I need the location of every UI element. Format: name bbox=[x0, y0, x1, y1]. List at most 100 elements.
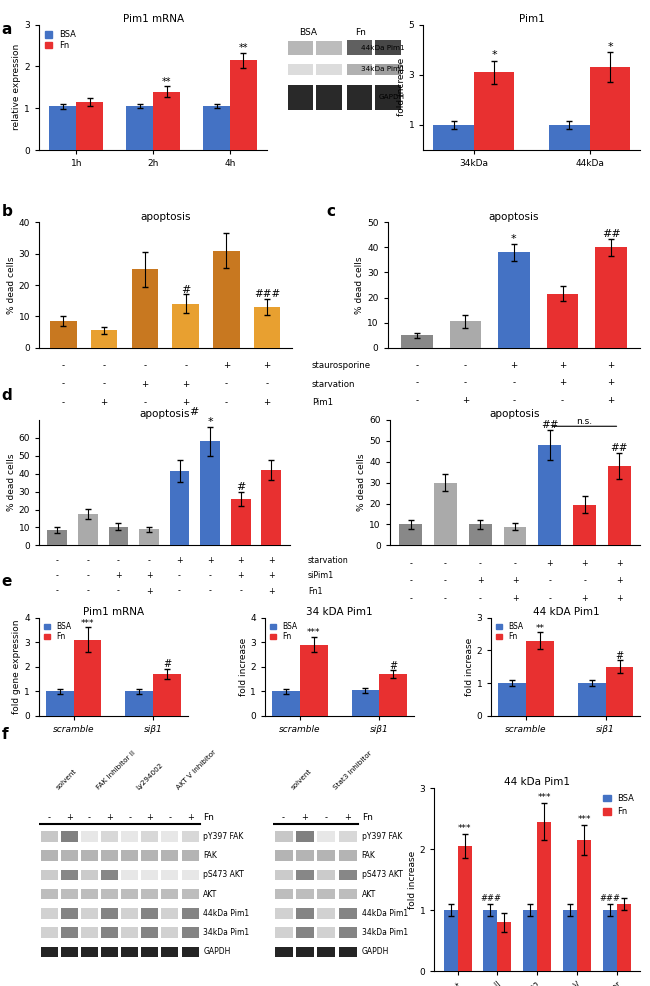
Bar bbox=[434, 483, 457, 545]
Bar bbox=[606, 667, 634, 716]
Bar bbox=[170, 471, 189, 545]
Text: -: - bbox=[583, 577, 586, 586]
Text: 44kDa Pim1: 44kDa Pim1 bbox=[361, 909, 408, 918]
Text: ###: ### bbox=[254, 289, 280, 299]
Bar bbox=[46, 691, 73, 716]
Bar bbox=[317, 947, 335, 957]
Bar bbox=[161, 831, 178, 842]
Bar bbox=[603, 910, 617, 971]
Text: -: - bbox=[444, 595, 447, 603]
Text: +: + bbox=[608, 395, 615, 405]
Text: Fn: Fn bbox=[361, 812, 372, 821]
Text: -: - bbox=[56, 556, 58, 565]
Text: -: - bbox=[409, 559, 412, 568]
Bar bbox=[300, 645, 328, 716]
Bar bbox=[498, 252, 530, 348]
Bar bbox=[73, 640, 101, 716]
Bar bbox=[346, 39, 372, 55]
Text: +: + bbox=[616, 559, 623, 568]
Bar bbox=[296, 947, 314, 957]
Bar bbox=[296, 850, 314, 861]
Bar bbox=[109, 527, 128, 545]
Text: -: - bbox=[86, 571, 89, 581]
Bar bbox=[40, 947, 58, 957]
Bar bbox=[40, 870, 58, 880]
Text: FAK: FAK bbox=[361, 851, 376, 860]
Bar bbox=[200, 442, 220, 545]
Bar bbox=[81, 908, 98, 919]
Y-axis label: fold increase: fold increase bbox=[396, 58, 406, 116]
Bar bbox=[504, 527, 526, 545]
Text: -: - bbox=[168, 812, 172, 821]
Text: #: # bbox=[389, 661, 397, 670]
Text: pS473 AKT: pS473 AKT bbox=[361, 871, 402, 880]
Bar bbox=[81, 947, 98, 957]
Bar bbox=[296, 928, 314, 938]
Text: -: - bbox=[479, 559, 482, 568]
Bar bbox=[230, 60, 257, 150]
Text: starvation: starvation bbox=[312, 380, 356, 388]
Bar bbox=[101, 947, 118, 957]
Text: -: - bbox=[549, 595, 551, 603]
Bar bbox=[296, 888, 314, 899]
Text: +: + bbox=[115, 571, 122, 581]
Text: +: + bbox=[512, 595, 518, 603]
Bar bbox=[141, 850, 158, 861]
Bar bbox=[181, 831, 198, 842]
Bar bbox=[376, 39, 400, 55]
Bar bbox=[274, 870, 292, 880]
Text: -: - bbox=[86, 587, 89, 596]
Text: -: - bbox=[415, 379, 419, 387]
Y-axis label: % dead cells: % dead cells bbox=[356, 256, 364, 314]
Text: 34kDa Pim1: 34kDa Pim1 bbox=[203, 928, 250, 937]
Bar bbox=[317, 85, 341, 109]
Bar bbox=[339, 928, 357, 938]
Text: -: - bbox=[225, 380, 228, 388]
Bar bbox=[121, 850, 138, 861]
Bar bbox=[590, 67, 630, 150]
Text: -: - bbox=[47, 812, 51, 821]
Text: AKT V Inhibitor: AKT V Inhibitor bbox=[176, 749, 218, 791]
Y-axis label: % dead cells: % dead cells bbox=[358, 454, 367, 512]
Text: -: - bbox=[512, 379, 515, 387]
Text: AKT: AKT bbox=[203, 889, 218, 898]
Text: pY397 FAK: pY397 FAK bbox=[203, 832, 244, 841]
Title: apoptosis: apoptosis bbox=[139, 409, 190, 419]
Bar bbox=[317, 870, 335, 880]
Bar bbox=[450, 321, 481, 348]
Text: *: * bbox=[207, 417, 213, 427]
Bar bbox=[296, 831, 314, 842]
Bar bbox=[547, 294, 578, 348]
Text: +: + bbox=[207, 556, 213, 565]
Bar bbox=[231, 499, 250, 545]
Text: staurosporine: staurosporine bbox=[312, 362, 371, 371]
Text: -: - bbox=[512, 395, 515, 405]
Bar bbox=[153, 674, 181, 716]
Text: #: # bbox=[616, 651, 623, 661]
Text: +: + bbox=[344, 812, 351, 821]
Text: -: - bbox=[561, 395, 564, 405]
Bar bbox=[444, 910, 458, 971]
Bar bbox=[81, 831, 98, 842]
Title: Pim1 mRNA: Pim1 mRNA bbox=[83, 607, 144, 617]
Bar bbox=[339, 908, 357, 919]
Text: +: + bbox=[608, 361, 615, 370]
Bar bbox=[81, 888, 98, 899]
Legend: BSA, Fn: BSA, Fn bbox=[495, 621, 524, 642]
Text: -: - bbox=[415, 395, 419, 405]
Text: +: + bbox=[581, 595, 588, 603]
Bar bbox=[50, 321, 77, 348]
Bar bbox=[317, 908, 335, 919]
Bar bbox=[578, 683, 606, 716]
Bar bbox=[181, 947, 198, 957]
Text: GAPDH: GAPDH bbox=[378, 95, 404, 101]
Text: -: - bbox=[117, 587, 120, 596]
Text: ##: ## bbox=[541, 420, 558, 430]
Text: -: - bbox=[103, 362, 106, 371]
Text: n.s.: n.s. bbox=[577, 417, 593, 426]
Text: ##: ## bbox=[610, 444, 628, 454]
Text: +: + bbox=[263, 362, 271, 371]
Bar bbox=[339, 888, 357, 899]
Bar bbox=[523, 910, 538, 971]
Text: -: - bbox=[479, 595, 482, 603]
